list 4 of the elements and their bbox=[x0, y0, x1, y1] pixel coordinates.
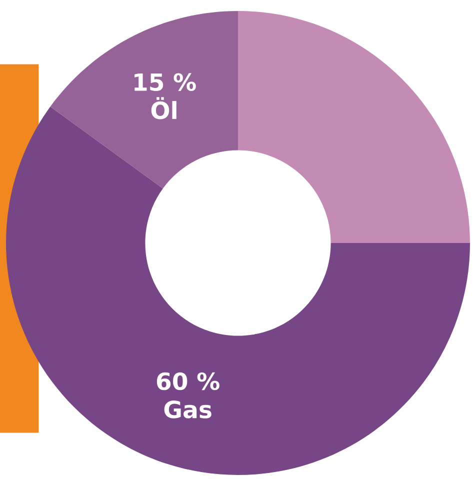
slice-label: Gas bbox=[164, 400, 212, 418]
data-label: 60 % bbox=[156, 372, 220, 390]
slice-label: Öl bbox=[151, 97, 176, 120]
data-label: 15 % bbox=[134, 73, 196, 92]
